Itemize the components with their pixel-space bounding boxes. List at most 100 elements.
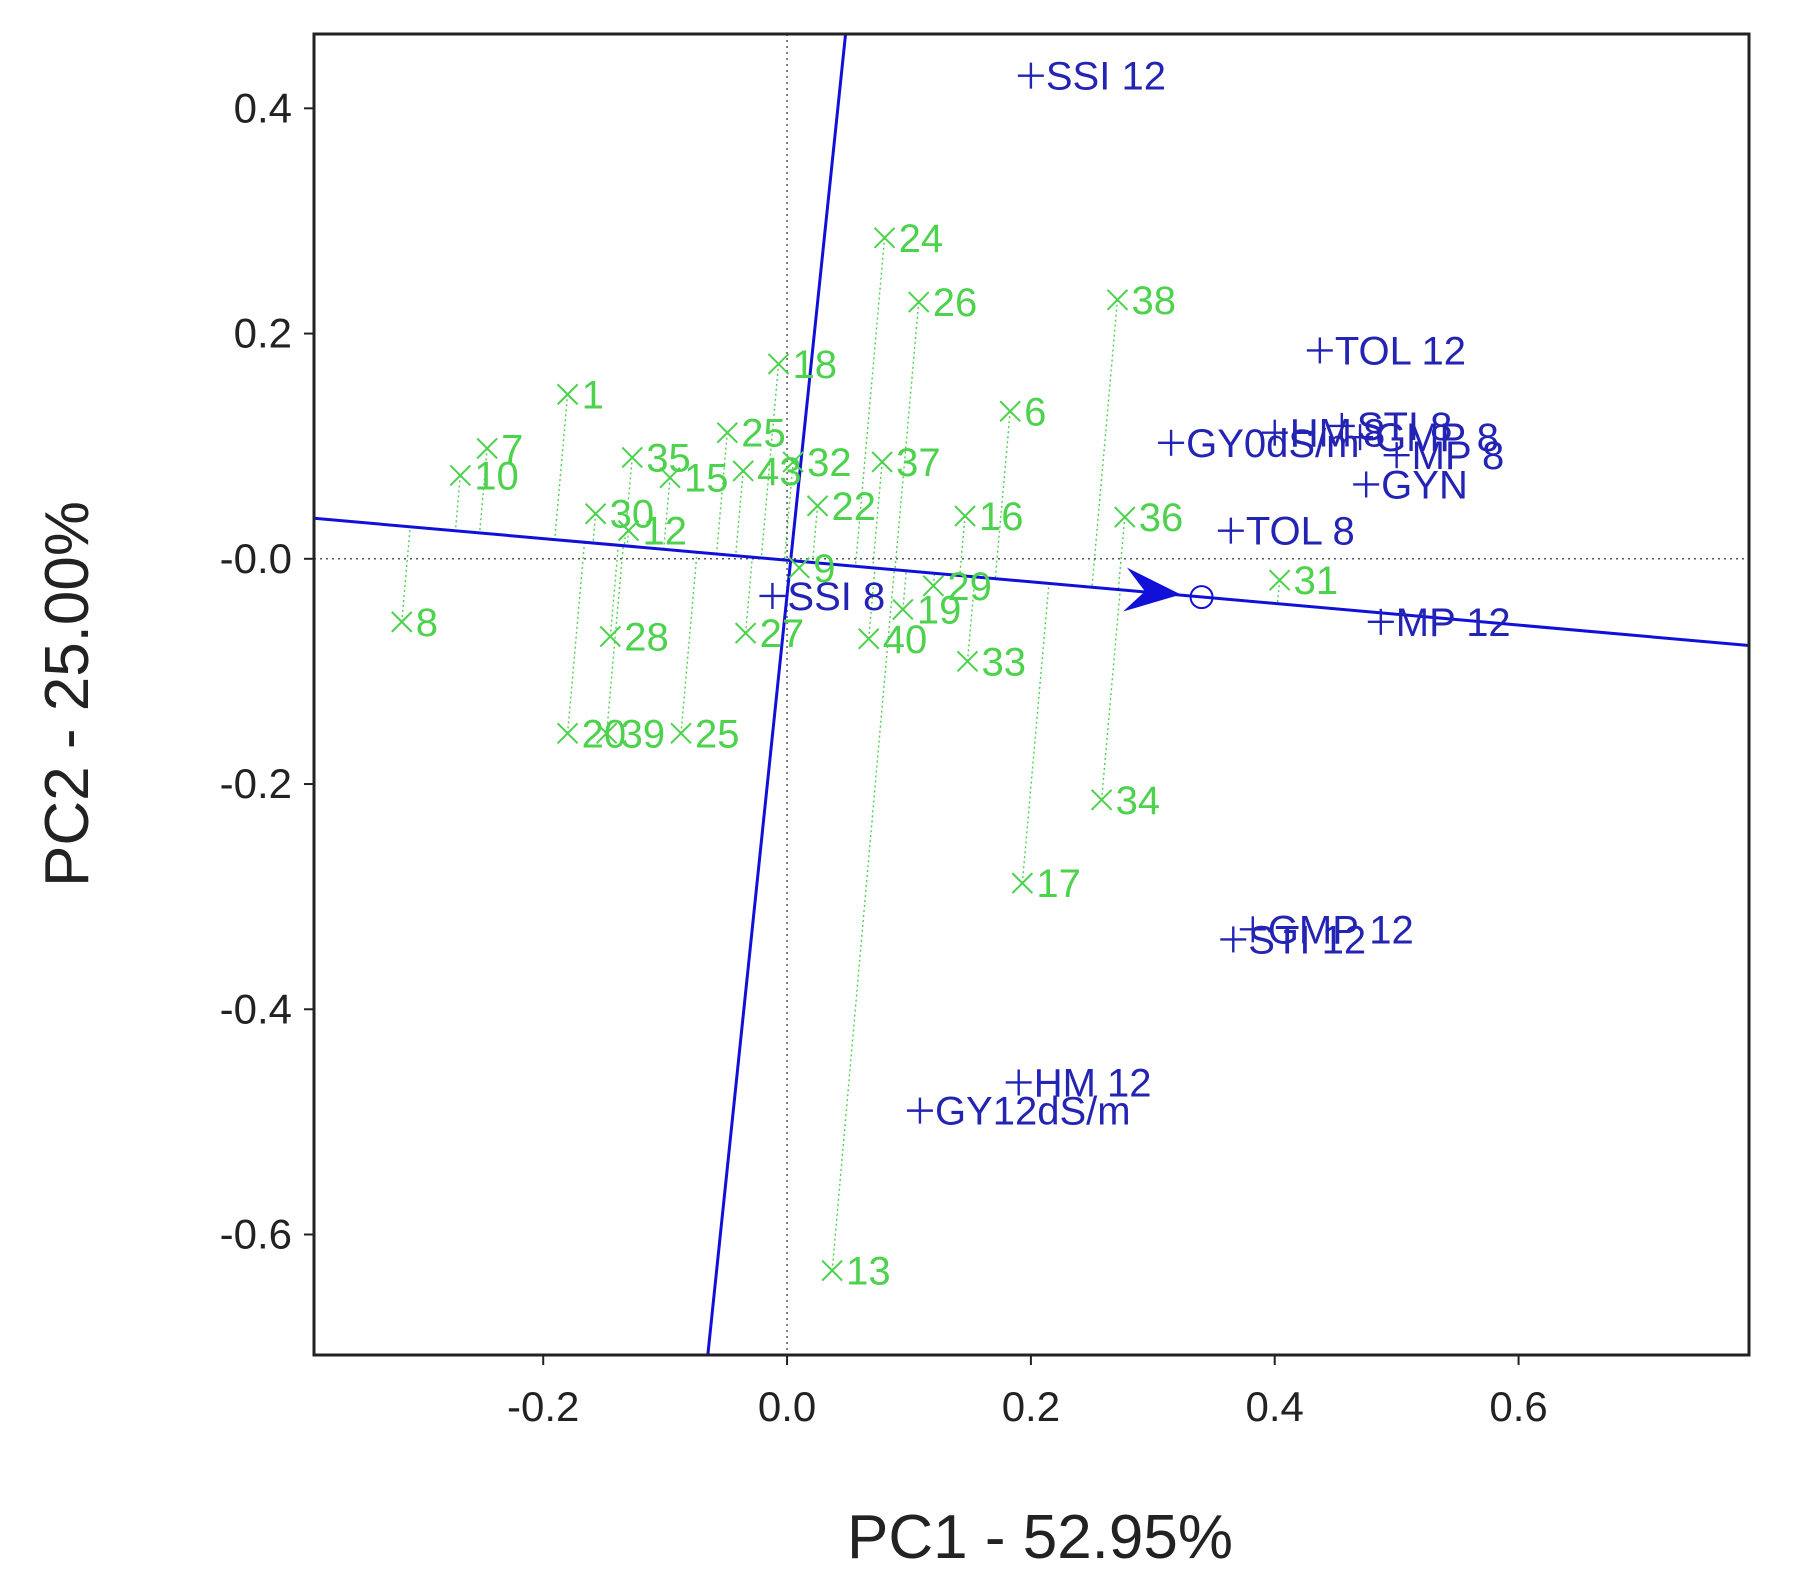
x-axis-ticks: -0.2 0.0 0.2 0.4 0.6 [507,1355,1548,1430]
genotype-marker [670,722,692,745]
genotype-marker [595,722,618,745]
genotype-marker [858,628,880,650]
genotype-label: 8 [416,601,438,645]
genotype-label: 30 [610,493,655,537]
genotype-label: 15 [684,457,729,501]
genotype-label: 28 [624,616,669,660]
genotype-marker [449,464,472,487]
projection-line [783,461,794,561]
trait-label: MP 12 [1396,601,1511,645]
genotype-point: 22 [806,485,876,529]
genotype-marker [391,611,413,633]
genotype-point: 35 [621,436,691,480]
genotype-label: 1 [582,373,604,417]
genotype-point: 43 [732,450,802,494]
trait-point: GY0dS/m [1158,422,1360,466]
projection-line [680,552,698,734]
projection-line [1021,583,1050,884]
genotype-marker [788,557,810,579]
genotype-marker [734,622,757,644]
genotype-marker [999,400,1021,422]
genotype-marker [476,437,498,460]
genotype-label: 19 [917,588,962,632]
projection-line [902,570,908,610]
genotype-point: 39 [595,712,665,756]
genotype-label: 37 [896,441,941,485]
genotype-marker [806,495,829,517]
genotype-point: 13 [821,1250,891,1294]
projection-line [1100,589,1121,800]
reference-lines [314,34,1749,1355]
projection-line [1091,299,1119,588]
genotype-point: 29 [922,565,992,609]
genotype-marker [871,451,893,473]
trait-label: GYN [1381,463,1468,507]
genotype-point: 26 [908,281,977,325]
genotype-label: 31 [1294,559,1339,603]
genotype-marker [821,1259,843,1282]
ati-axis [314,34,1749,1355]
trait-label: GY12dS/m [935,1090,1131,1134]
trait-point: STI 8 [1328,405,1453,449]
projection-line [868,567,876,639]
genotype-point: 40 [858,618,928,662]
genotype-point: 17 [1011,862,1081,906]
projection-line [605,545,624,734]
genotype-label: 32 [807,441,852,485]
genotype-point: 27 [734,612,804,656]
genotype-label: 43 [757,450,802,494]
projection-line [966,576,976,662]
projection-line [566,542,586,734]
trait-label: STI 12 [1248,918,1366,962]
trait-label: STI 8 [1357,405,1453,449]
genotype-label: 40 [883,618,928,662]
trait-label: GMP 12 [1268,908,1414,952]
genotype-marker [1011,872,1034,894]
projection-line [734,470,744,556]
y-tick-label: 0.4 [234,84,292,131]
trait-label: SSI 12 [1046,55,1166,99]
genotype-point: 8 [391,601,438,645]
genotype-label: 35 [646,436,691,480]
genotype-point: 38 [1106,279,1176,323]
ati-arrowhead [1123,567,1181,612]
x-tick-label: 0.4 [1246,1383,1304,1430]
trait-point: SSI 8 [759,575,885,619]
genotype-label: 13 [846,1250,891,1294]
trait-point: MP 8 [1383,434,1504,478]
x-tick-label: 0.2 [1002,1383,1060,1430]
genotype-label: 24 [899,217,944,261]
trait-point: STI 12 [1220,918,1366,962]
projection-line [662,477,671,550]
projection-line [994,411,1011,579]
genotype-label: 34 [1116,779,1161,823]
genotype-label: 33 [981,640,1026,684]
trait-point: TOL 12 [1306,329,1466,373]
genotype-point: 19 [892,588,962,632]
trait-point: SSI 12 [1017,55,1166,99]
genotype-label: 18 [793,343,838,387]
genotype-point: 16 [954,495,1024,539]
genotype-point: 28 [599,616,669,660]
projection-line [715,432,729,555]
genotype-marker [892,598,914,621]
genotype-label: 12 [643,510,688,554]
trait-point: TOL 8 [1217,510,1355,554]
trait-label: HM 12 [1034,1061,1152,1105]
projection-line [478,448,488,534]
trait-label: GY0dS/m [1186,422,1359,466]
x-tick-label: 0.6 [1489,1383,1547,1430]
genotype-label: 9 [813,547,835,591]
genotype-marker [873,227,896,249]
genotype-marker [782,451,804,473]
genotype-marker [617,519,640,542]
genotype-label: 10 [474,454,519,498]
x-axis-title: PC1 - 52.95% [847,1503,1233,1572]
genotype-marker [922,575,945,597]
y-axis-ticks: 0.4 0.2 -0.0 -0.2 -0.4 -0.6 [220,84,314,1257]
genotype-marker [767,353,790,375]
genotype-marker [621,446,643,469]
trait-point: HM 8 [1261,412,1385,456]
projection-lines [401,237,1281,1271]
